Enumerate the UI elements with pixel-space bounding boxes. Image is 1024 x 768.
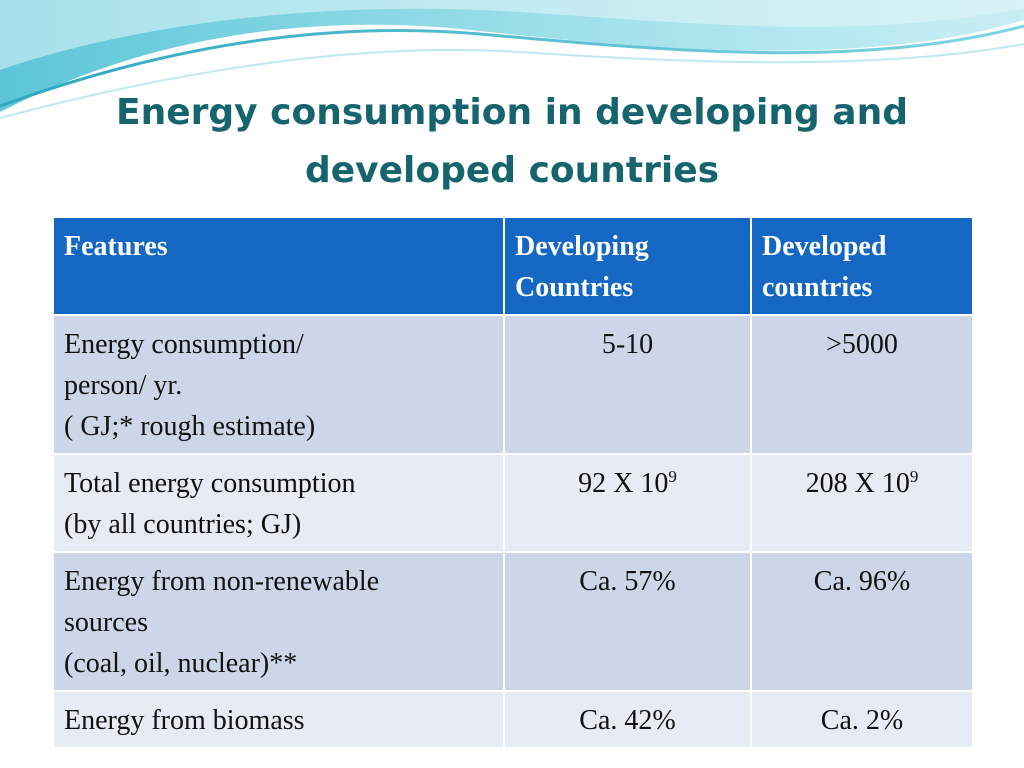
developing-value-cell: 5-10 xyxy=(503,314,752,455)
value-text: Ca. 96% xyxy=(813,566,911,597)
developed-value-cell: 208 X 109 xyxy=(750,453,974,553)
header-text: Developing xyxy=(515,231,649,262)
value-text: Ca. 57% xyxy=(579,566,676,597)
header-features: Features xyxy=(52,216,505,316)
feature-text: (by all countries; GJ) xyxy=(64,509,302,540)
value-text: 5-10 xyxy=(601,329,654,360)
slide-title: Energy consumption in developing and dev… xyxy=(60,84,964,200)
feature-text: Energy consumption/ xyxy=(64,329,304,360)
table-row: Energy from non-renewable sources (coal,… xyxy=(52,551,974,692)
value-text: 208 X 10 xyxy=(805,468,910,499)
feature-cell: Energy from biomass xyxy=(52,690,505,749)
developing-value-cell: Ca. 42% xyxy=(503,690,752,749)
header-text: Countries xyxy=(515,272,634,303)
developing-value-cell: 92 X 109 xyxy=(503,453,752,553)
header-text: Features xyxy=(64,231,168,262)
feature-text: sources xyxy=(64,607,148,638)
header-developed-countries: Developed countries xyxy=(750,216,974,316)
feature-text: ( GJ;* rough estimate) xyxy=(64,411,316,442)
header-developing-countries: Developing Countries xyxy=(503,216,752,316)
feature-cell: Energy from non-renewable sources (coal,… xyxy=(52,551,505,692)
value-exponent: 9 xyxy=(909,467,919,486)
slide-title-line: Energy consumption in developing and xyxy=(115,92,909,133)
table-row: Energy consumption/ person/ yr. ( GJ;* r… xyxy=(52,314,974,455)
slide-title-line: developed countries xyxy=(304,150,720,191)
developed-value-cell: Ca. 2% xyxy=(750,690,974,749)
value-exponent: 9 xyxy=(668,467,677,486)
header-text: countries xyxy=(762,272,873,303)
feature-text: person/ yr. xyxy=(64,370,183,401)
value-text: >5000 xyxy=(826,329,898,360)
developed-value-cell: Ca. 96% xyxy=(750,551,974,692)
feature-cell: Energy consumption/ person/ yr. ( GJ;* r… xyxy=(52,314,505,455)
header-text: Developed xyxy=(762,231,887,262)
value-text: 92 X 10 xyxy=(578,468,669,499)
value-text: Ca. 2% xyxy=(820,705,904,736)
energy-comparison-table: Features Developing Countries Developed … xyxy=(52,216,974,749)
feature-text: Energy from non-renewable xyxy=(64,566,380,597)
feature-text: (coal, oil, nuclear)** xyxy=(64,648,298,679)
decorative-wave-header xyxy=(0,0,1024,119)
table-row: Energy from biomass Ca. 42% Ca. 2% xyxy=(52,690,974,749)
feature-text: Total energy consumption xyxy=(64,468,356,499)
table-header-row: Features Developing Countries Developed … xyxy=(52,216,974,316)
developing-value-cell: Ca. 57% xyxy=(503,551,752,692)
feature-cell: Total energy consumption (by all countri… xyxy=(52,453,505,553)
value-text: Ca. 42% xyxy=(579,705,676,736)
feature-text: Energy from biomass xyxy=(64,705,305,736)
developed-value-cell: >5000 xyxy=(750,314,974,455)
table-row: Total energy consumption (by all countri… xyxy=(52,453,974,553)
